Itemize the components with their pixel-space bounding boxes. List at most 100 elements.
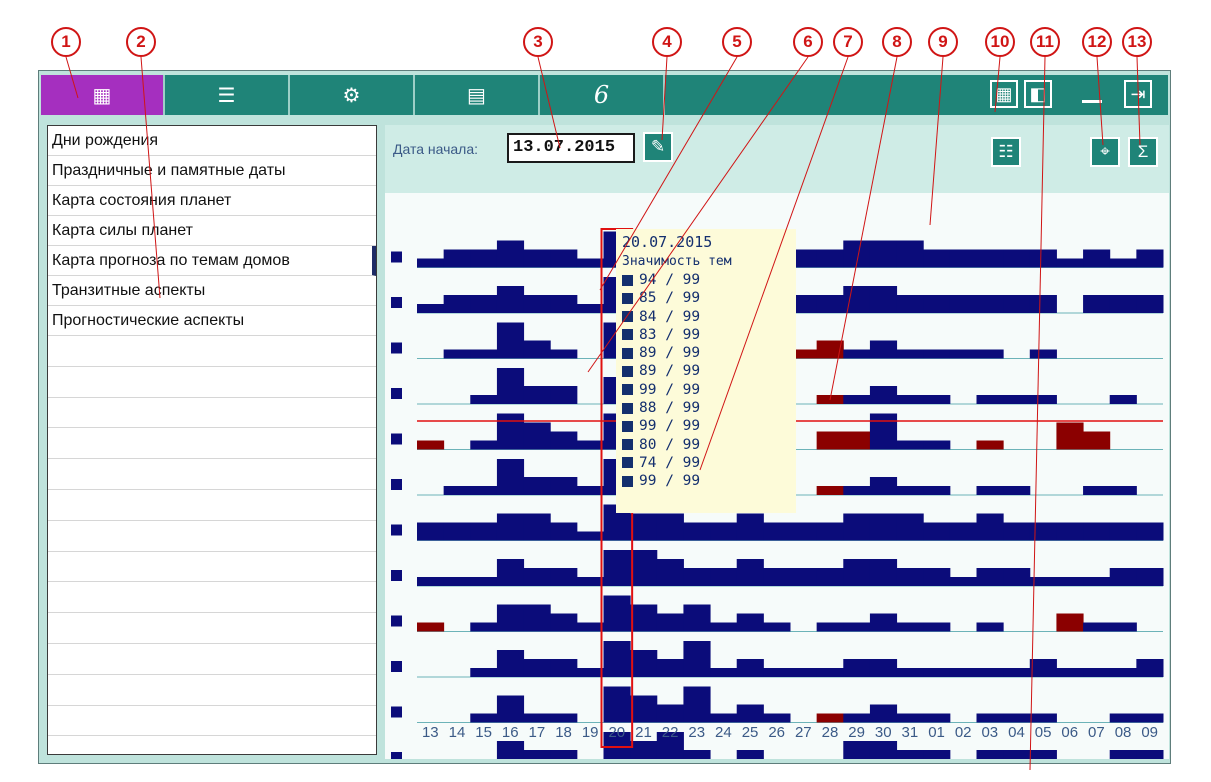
- day-tick-label: 21: [635, 724, 652, 741]
- exit-button[interactable]: ⇥: [1124, 80, 1152, 108]
- bar: [923, 249, 951, 268]
- bar: [1083, 622, 1111, 632]
- empty-list-row: [48, 336, 376, 367]
- bar: [417, 304, 445, 313]
- bar: [1029, 577, 1057, 586]
- bar: [843, 659, 871, 677]
- day-tick-label: 16: [502, 724, 519, 741]
- bar: [976, 440, 1004, 450]
- tooltip-row: 80 / 99: [622, 436, 790, 454]
- bar: [576, 258, 604, 268]
- bar: [869, 386, 898, 404]
- list-item-prognostic-aspects[interactable]: Прогностические аспекты: [48, 306, 376, 336]
- bar: [976, 568, 1004, 586]
- list-view-button[interactable]: ☷: [991, 137, 1021, 167]
- gear-icon: ⚙: [342, 84, 361, 107]
- crosshair-button[interactable]: ⌖: [1090, 137, 1120, 167]
- bar: [763, 522, 791, 541]
- top-toolbar: ▦ ☰ ⚙ ▤ 6 ▦ ◧ ⇥: [41, 75, 1168, 115]
- list-item-planet-strength[interactable]: Карта силы планет: [48, 216, 376, 246]
- bar: [683, 686, 711, 723]
- bar: [417, 622, 445, 632]
- tab-list[interactable]: ☰: [165, 75, 290, 115]
- list-item-planet-state[interactable]: Карта состояния планет: [48, 186, 376, 216]
- callout-6: 6: [793, 27, 823, 57]
- house-glyph-icon: [391, 615, 402, 627]
- bar: [576, 304, 604, 313]
- bar: [470, 713, 498, 723]
- tab-calculator[interactable]: ▤: [415, 75, 540, 115]
- minimize-button[interactable]: [1078, 80, 1106, 108]
- bar: [1003, 568, 1031, 586]
- list-item-transit-aspects[interactable]: Транзитные аспекты: [48, 276, 376, 306]
- bar: [976, 295, 1004, 313]
- bar: [1109, 568, 1137, 586]
- bar: [949, 522, 977, 541]
- tooltip-value: 84 / 99: [639, 308, 701, 325]
- bar: [1003, 522, 1031, 541]
- bar: [496, 368, 525, 404]
- bar: [949, 577, 977, 586]
- bar: [790, 522, 818, 541]
- bar: [656, 704, 684, 723]
- bar: [1083, 249, 1111, 268]
- day-tick-label: 01: [928, 724, 945, 741]
- bar: [1029, 295, 1057, 313]
- bar: [603, 641, 631, 677]
- callout-4: 4: [652, 27, 682, 57]
- bar: [550, 713, 578, 723]
- bar: [1003, 713, 1031, 723]
- list-item-holidays[interactable]: Праздничные и памятные даты: [48, 156, 376, 186]
- panel-toggle-button[interactable]: ◧: [1024, 80, 1052, 108]
- bar: [417, 522, 445, 541]
- bar: [869, 559, 898, 586]
- day-tick-label: 25: [742, 724, 759, 741]
- bar: [869, 659, 898, 677]
- bar: [443, 522, 471, 541]
- bar: [1029, 395, 1057, 404]
- callout-9: 9: [928, 27, 958, 57]
- bar: [550, 295, 578, 313]
- bar: [843, 240, 871, 268]
- bar: [496, 322, 525, 359]
- grid-view-button[interactable]: ▦: [990, 80, 1018, 108]
- bar: [816, 295, 844, 313]
- house-glyph-icon: [391, 297, 402, 308]
- bar: [869, 413, 898, 450]
- day-tick-label: 30: [875, 724, 892, 741]
- bar: [816, 486, 844, 495]
- day-tick-label: 04: [1008, 724, 1025, 741]
- bar: [470, 622, 498, 632]
- bar: [496, 286, 525, 313]
- house-glyph-icon: [622, 475, 633, 487]
- bar: [843, 559, 871, 586]
- bar: [763, 668, 791, 677]
- sum-icon: Σ: [1137, 142, 1149, 161]
- tab-charts[interactable]: ▦: [41, 75, 165, 115]
- bar: [1029, 522, 1057, 541]
- list-item-birthdays[interactable]: Дни рождения: [48, 126, 376, 156]
- bar: [630, 550, 658, 586]
- bar: [550, 522, 578, 541]
- bar: [630, 650, 658, 677]
- list-item-house-forecast[interactable]: Карта прогноза по темам домов: [48, 246, 376, 276]
- tab-settings[interactable]: ⚙: [290, 75, 415, 115]
- bar: [603, 550, 631, 586]
- exit-icon: ⇥: [1130, 83, 1146, 104]
- bar: [630, 513, 658, 541]
- bar: [736, 513, 764, 541]
- bar: [523, 513, 551, 541]
- bar: [496, 604, 525, 632]
- bar: [1056, 668, 1084, 677]
- callout-5: 5: [722, 27, 752, 57]
- day-tick-label: 17: [529, 724, 546, 741]
- bar: [949, 295, 977, 313]
- bar: [736, 704, 764, 723]
- bar: [1056, 258, 1084, 268]
- empty-list-row: [48, 398, 376, 429]
- callout-1: 1: [51, 27, 81, 57]
- tab-script[interactable]: 6: [540, 75, 665, 115]
- bar: [896, 240, 924, 268]
- bar: [523, 340, 551, 359]
- sum-button[interactable]: Σ: [1128, 137, 1158, 167]
